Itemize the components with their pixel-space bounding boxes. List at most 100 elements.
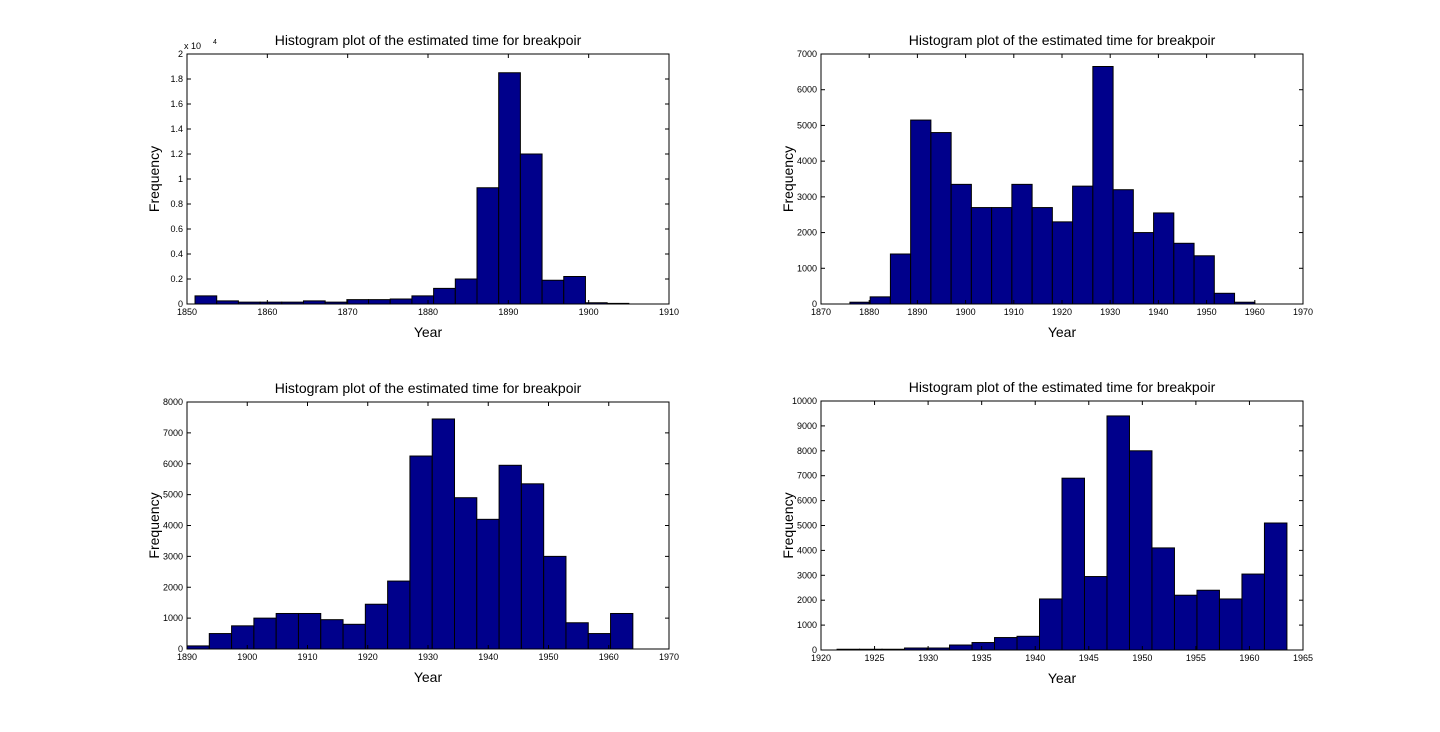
x-tick-label: 1940	[478, 652, 498, 662]
histogram-bar	[389, 298, 413, 305]
chart-title: Histogram plot of the estimated time for…	[909, 379, 1216, 395]
histogram-bar	[1031, 207, 1053, 305]
y-tick-label: 2000	[797, 228, 817, 238]
x-tick-label: 1910	[659, 307, 679, 317]
histogram-bar	[1039, 598, 1063, 651]
histogram-bar	[194, 295, 218, 305]
x-tick-label: 1950	[1132, 653, 1152, 663]
y-tick-label: 1.4	[170, 124, 183, 134]
x-axis-label: Year	[414, 669, 443, 685]
histogram-bar	[910, 119, 932, 305]
y-tick-label: 4000	[163, 521, 183, 531]
x-tick-label: 1890	[907, 307, 927, 317]
histogram-bar	[930, 132, 952, 305]
x-tick-label: 1890	[177, 652, 197, 662]
histogram-bar	[1112, 189, 1134, 305]
x-tick-label: 1870	[338, 307, 358, 317]
histogram-bar	[387, 580, 411, 650]
histogram-bar	[520, 483, 545, 650]
y-tick-label: 4000	[797, 545, 817, 555]
y-tick-label: 1.6	[170, 99, 183, 109]
histogram-bar	[275, 612, 299, 650]
histogram-bar	[342, 623, 366, 650]
y-tick-label: 1000	[797, 620, 817, 630]
histogram-bar	[971, 642, 996, 651]
y-tick-label: 0	[178, 644, 183, 654]
y-tick-label: 9000	[797, 421, 817, 431]
x-tick-label: 1890	[498, 307, 518, 317]
histogram-bar	[1213, 292, 1236, 305]
x-tick-label: 1950	[538, 652, 558, 662]
histogram-bar	[1173, 594, 1198, 651]
y-tick-label: 6000	[797, 85, 817, 95]
y-tick-label: 5000	[163, 490, 183, 500]
histogram-bars	[194, 72, 630, 305]
y-tick-label: 4000	[797, 156, 817, 166]
histogram-bar	[1193, 255, 1215, 305]
chart-title: Histogram plot of the estimated time for…	[275, 380, 582, 396]
x-tick-label: 1930	[918, 653, 938, 663]
x-axis-label: Year	[414, 324, 443, 340]
x-tick-label: 1940	[1025, 653, 1045, 663]
histogram-bar	[1011, 183, 1033, 305]
x-tick-label: 1910	[1004, 307, 1024, 317]
histogram-bar	[1061, 477, 1085, 651]
histogram-bar	[253, 617, 277, 650]
x-tick-label: 1960	[1239, 653, 1259, 663]
y-tick-label: 1000	[163, 613, 183, 623]
histogram-bar	[543, 555, 567, 650]
y-exponent-label: x 10	[184, 41, 201, 51]
y-axis-label: Frequency	[780, 146, 796, 212]
y-axis-label: Frequency	[146, 146, 162, 212]
histogram-bar	[994, 637, 1018, 651]
histogram-bar	[208, 633, 233, 650]
y-tick-label: 2	[178, 49, 183, 59]
histogram-panel-2: 1870 1880 1890 1900 1910 1920 1930 1940 1950 1960…	[780, 32, 1313, 340]
x-tick-label: 1925	[865, 653, 885, 663]
x-tick-label: 1950	[1197, 307, 1217, 317]
y-tick-label: 8000	[797, 446, 817, 456]
x-tick-label: 1900	[237, 652, 257, 662]
y-tick-label: 7000	[163, 428, 183, 438]
histogram-bar	[409, 455, 433, 650]
y-tick-label: 7000	[797, 471, 817, 481]
y-axis-label: Frequency	[780, 492, 796, 558]
histogram-bars	[186, 418, 634, 650]
y-tick-label: 7000	[797, 49, 817, 59]
histogram-bar	[1173, 242, 1195, 305]
histogram-bar	[587, 633, 612, 650]
histogram-bar	[1241, 573, 1265, 651]
x-tick-label: 1910	[297, 652, 317, 662]
histogram-bar	[476, 518, 500, 650]
histogram-bar	[454, 278, 478, 305]
histogram-bar	[364, 603, 389, 650]
y-tick-label: 6000	[797, 496, 817, 506]
histogram-bar	[368, 299, 391, 305]
y-axis-label: Frequency	[146, 492, 162, 558]
histogram-bar	[1132, 232, 1155, 305]
x-tick-label: 1900	[956, 307, 976, 317]
histogram-bar	[433, 287, 456, 305]
histogram-bars	[836, 415, 1288, 651]
y-tick-label: 0	[812, 299, 817, 309]
x-tick-label: 1900	[579, 307, 599, 317]
histogram-bar	[231, 625, 255, 650]
histogram-bar	[563, 276, 586, 305]
x-tick-label: 1940	[1148, 307, 1168, 317]
histogram-bar	[991, 207, 1013, 305]
histogram-bar	[1218, 598, 1243, 651]
y-tick-label: 1	[178, 174, 183, 184]
histogram-bar	[411, 295, 435, 305]
y-tick-label: 0.8	[170, 199, 183, 209]
x-tick-label: 1920	[1052, 307, 1072, 317]
x-tick-label: 1960	[599, 652, 619, 662]
histogram-bar	[1016, 635, 1041, 651]
histogram-bar	[1128, 450, 1153, 651]
y-tick-label: 8000	[163, 397, 183, 407]
y-tick-label: 2000	[797, 595, 817, 605]
histogram-bar	[1196, 589, 1220, 651]
x-axis-label: Year	[1048, 670, 1077, 686]
x-tick-label: 1880	[859, 307, 879, 317]
x-tick-label: 1970	[659, 652, 679, 662]
y-tick-label: 6000	[163, 459, 183, 469]
